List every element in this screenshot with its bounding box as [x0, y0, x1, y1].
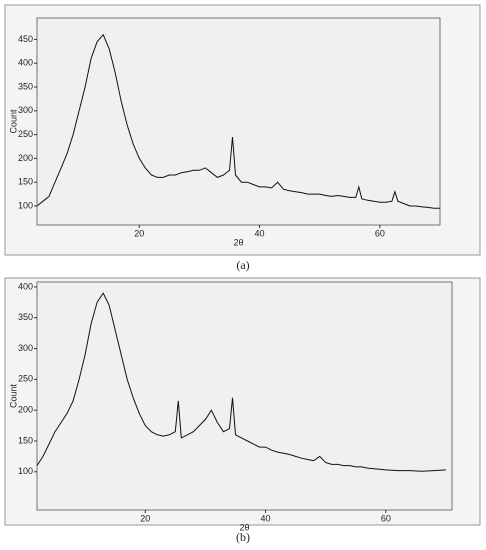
- data-line: [36, 33, 440, 209]
- y-tick-label: 350: [18, 312, 33, 322]
- y-tick-label: 250: [18, 129, 33, 139]
- caption: (a): [236, 258, 249, 272]
- y-tick-label: 400: [18, 281, 33, 291]
- x-tick-label: 60: [381, 513, 391, 523]
- plot-area: [36, 17, 441, 226]
- x-tick-label: 20: [140, 513, 150, 523]
- x-tick-label: 40: [255, 228, 265, 238]
- y-tick-label: 200: [18, 405, 33, 415]
- y-tick-label: 200: [18, 153, 33, 163]
- y-tick-label: 300: [18, 105, 33, 115]
- y-axis-label: Count: [8, 109, 18, 134]
- y-tick-label: 250: [18, 374, 33, 384]
- x-axis-label: 2θ: [233, 237, 243, 247]
- y-tick-label: 450: [18, 34, 33, 44]
- y-tick-label: 150: [18, 435, 33, 445]
- y-tick-label: 400: [18, 58, 33, 68]
- y-tick-label: 350: [18, 81, 33, 91]
- plot-area: [36, 281, 453, 511]
- y-tick-label: 300: [18, 343, 33, 353]
- y-tick-label: 100: [18, 466, 33, 476]
- x-axis-label: 2θ: [239, 522, 249, 532]
- caption: (b): [236, 530, 250, 544]
- x-tick-label: 20: [134, 228, 144, 238]
- data-line: [36, 292, 447, 472]
- y-tick-label: 150: [18, 177, 33, 187]
- x-tick-label: 60: [375, 228, 385, 238]
- y-tick-label: 100: [18, 200, 33, 210]
- y-axis-label: Count: [8, 384, 18, 409]
- x-tick-label: 40: [261, 513, 271, 523]
